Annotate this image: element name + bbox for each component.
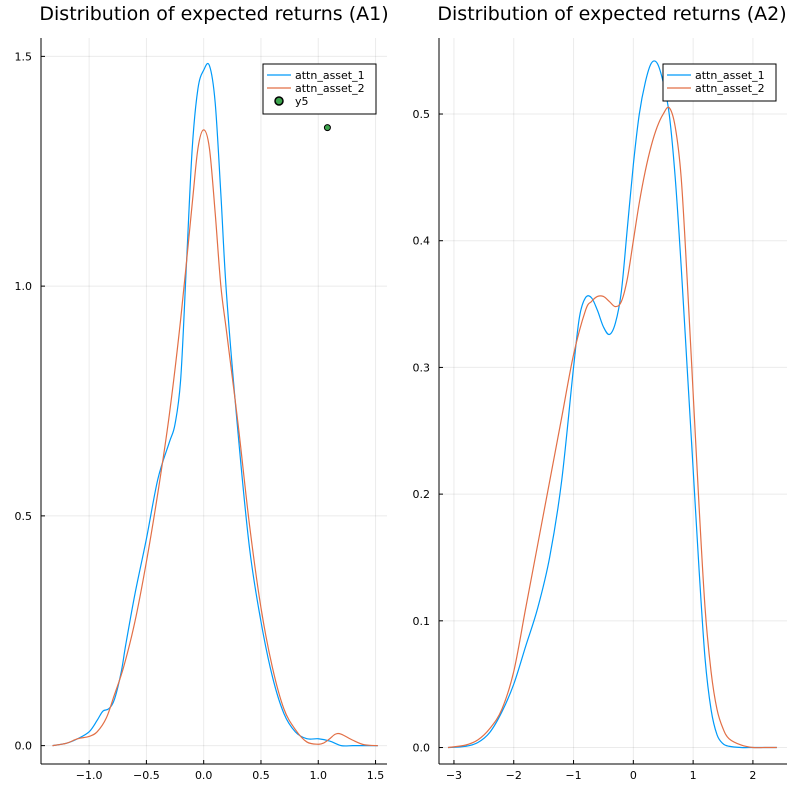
x-tick-label: −3 <box>446 769 462 782</box>
legend-label: attn_asset_2 <box>295 82 365 95</box>
legend-label: attn_asset_1 <box>695 69 765 82</box>
y-tick-label: 0.1 <box>413 615 431 628</box>
x-tick-label: 0.5 <box>252 769 270 782</box>
x-tick-label: 1.0 <box>310 769 328 782</box>
legend-label: attn_asset_1 <box>295 69 365 82</box>
chart-panel-a1: Distribution of expected returns (A1) −1… <box>15 3 389 782</box>
legend-box <box>662 63 777 102</box>
chart-title: Distribution of expected returns (A2) <box>437 3 786 25</box>
y-tick-label: 0.4 <box>413 235 431 248</box>
series-line-attn_asset_2 <box>447 106 777 749</box>
x-tick-label: −1.0 <box>76 769 103 782</box>
x-tick-label: 0.0 <box>195 769 213 782</box>
series-line-attn_asset_1 <box>447 60 777 749</box>
series-line-attn_asset_2 <box>52 129 378 747</box>
y-tick-label: 0.5 <box>413 108 431 121</box>
x-tick-label: 0 <box>630 769 637 782</box>
grid <box>439 38 787 764</box>
series-line-attn_asset_1 <box>52 62 378 747</box>
axes: −1.0 −0.5 0.0 0.5 1.0 1.5 0.0 0.5 1.0 1.5 <box>15 38 387 782</box>
legend-label: attn_asset_2 <box>695 82 765 95</box>
chart-panel-a2: Distribution of expected returns (A2) −3… <box>413 3 787 782</box>
legend-box <box>262 63 377 115</box>
plot-area <box>447 60 777 749</box>
y-tick-label: 0.2 <box>413 488 431 501</box>
x-tick-label: −1 <box>565 769 581 782</box>
y-tick-label: 0.0 <box>15 740 33 753</box>
x-tick-label: 1.5 <box>367 769 385 782</box>
x-tick-label: 1 <box>690 769 697 782</box>
x-tick-label: −2 <box>506 769 522 782</box>
legend-label: y5 <box>295 95 309 108</box>
scatter-point-y5 <box>323 124 331 132</box>
y-tick-label: 1.0 <box>15 280 33 293</box>
y-tick-label: 0.5 <box>15 510 33 523</box>
plot-area <box>52 62 378 747</box>
legend-marker <box>274 96 284 106</box>
grid <box>41 38 387 764</box>
y-tick-label: 1.5 <box>15 50 33 63</box>
axes: −3 −2 −1 0 1 2 0.0 0.1 0.2 0.3 0.4 0.5 <box>413 38 787 782</box>
y-tick-label: 0.0 <box>413 742 431 755</box>
x-tick-label: −0.5 <box>133 769 160 782</box>
chart-title: Distribution of expected returns (A1) <box>39 3 388 25</box>
x-tick-label: 2 <box>749 769 756 782</box>
y-tick-label: 0.3 <box>413 361 431 374</box>
